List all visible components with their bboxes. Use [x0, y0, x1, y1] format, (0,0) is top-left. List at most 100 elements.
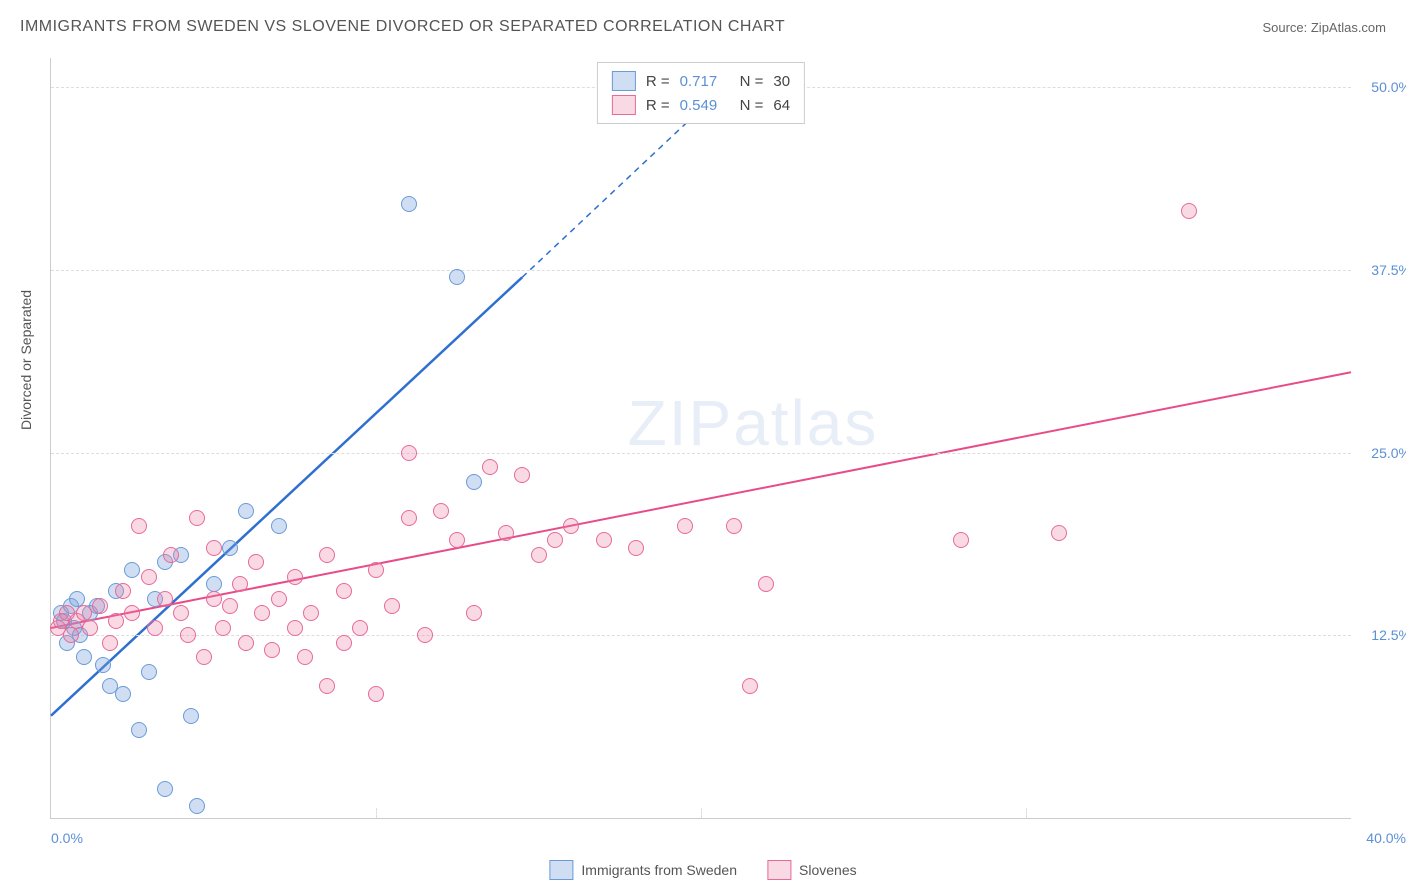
- legend-swatch: [612, 95, 636, 115]
- scatter-point: [466, 474, 482, 490]
- scatter-point: [189, 798, 205, 814]
- y-tick-label: 25.0%: [1356, 445, 1406, 461]
- scatter-point: [547, 532, 563, 548]
- scatter-point: [63, 627, 79, 643]
- scatter-point: [287, 620, 303, 636]
- chart-plot-area: ZIPatlas R =0.717N =30R =0.549N =64 12.5…: [50, 58, 1351, 819]
- scatter-point: [76, 605, 92, 621]
- scatter-point: [498, 525, 514, 541]
- scatter-point: [271, 518, 287, 534]
- scatter-point: [384, 598, 400, 614]
- scatter-point: [287, 569, 303, 585]
- scatter-point: [157, 781, 173, 797]
- scatter-point: [131, 518, 147, 534]
- scatter-point: [297, 649, 313, 665]
- scatter-point: [628, 540, 644, 556]
- series-legend-item: Immigrants from Sweden: [549, 860, 737, 880]
- scatter-point: [1181, 203, 1197, 219]
- source-prefix: Source:: [1262, 20, 1310, 35]
- scatter-point: [319, 678, 335, 694]
- scatter-point: [271, 591, 287, 607]
- scatter-point: [336, 583, 352, 599]
- legend-swatch: [612, 71, 636, 91]
- legend-r-value: 0.549: [680, 97, 730, 114]
- scatter-point: [596, 532, 612, 548]
- scatter-point: [189, 510, 205, 526]
- scatter-point: [163, 547, 179, 563]
- scatter-point: [368, 686, 384, 702]
- series-name: Slovenes: [799, 862, 857, 878]
- legend-swatch: [549, 860, 573, 880]
- scatter-point: [215, 620, 231, 636]
- series-name: Immigrants from Sweden: [581, 862, 737, 878]
- scatter-point: [401, 510, 417, 526]
- series-legend: Immigrants from Sweden Slovenes: [549, 860, 856, 880]
- y-axis-label: Divorced or Separated: [18, 290, 34, 430]
- scatter-point: [742, 678, 758, 694]
- scatter-point: [677, 518, 693, 534]
- scatter-point: [466, 605, 482, 621]
- scatter-point: [206, 576, 222, 592]
- scatter-point: [180, 627, 196, 643]
- scatter-point: [514, 467, 530, 483]
- legend-n-label: N =: [740, 97, 764, 114]
- legend-r-value: 0.717: [680, 73, 730, 90]
- x-tick-label: 40.0%: [1366, 830, 1406, 846]
- scatter-point: [82, 620, 98, 636]
- scatter-point: [433, 503, 449, 519]
- scatter-point: [352, 620, 368, 636]
- scatter-point: [124, 605, 140, 621]
- scatter-point: [141, 569, 157, 585]
- scatter-point: [92, 598, 108, 614]
- scatter-point: [222, 540, 238, 556]
- scatter-point: [238, 503, 254, 519]
- chart-title: IMMIGRANTS FROM SWEDEN VS SLOVENE DIVORC…: [20, 18, 785, 36]
- correlation-legend: R =0.717N =30R =0.549N =64: [597, 62, 805, 124]
- scatter-point: [196, 649, 212, 665]
- y-tick-label: 50.0%: [1356, 79, 1406, 95]
- scatter-point: [232, 576, 248, 592]
- scatter-point: [115, 686, 131, 702]
- scatter-point: [482, 459, 498, 475]
- source-link[interactable]: ZipAtlas.com: [1311, 20, 1386, 35]
- scatter-point: [95, 657, 111, 673]
- scatter-point: [69, 591, 85, 607]
- scatter-point: [102, 635, 118, 651]
- y-tick-label: 37.5%: [1356, 262, 1406, 278]
- scatter-point: [303, 605, 319, 621]
- scatter-point: [173, 605, 189, 621]
- scatter-point: [319, 547, 335, 563]
- scatter-point: [254, 605, 270, 621]
- scatter-point: [115, 583, 131, 599]
- scatter-point: [417, 627, 433, 643]
- series-legend-item: Slovenes: [767, 860, 857, 880]
- scatter-point: [141, 664, 157, 680]
- scatter-point: [157, 591, 173, 607]
- y-tick-label: 12.5%: [1356, 627, 1406, 643]
- scatter-point: [206, 591, 222, 607]
- scatter-point: [953, 532, 969, 548]
- scatter-point: [449, 532, 465, 548]
- legend-swatch: [767, 860, 791, 880]
- scatter-point: [183, 708, 199, 724]
- scatter-point: [726, 518, 742, 534]
- scatter-point: [401, 445, 417, 461]
- scatter-point: [248, 554, 264, 570]
- scatter-point: [124, 562, 140, 578]
- legend-r-label: R =: [646, 97, 670, 114]
- legend-r-label: R =: [646, 73, 670, 90]
- source-attribution: Source: ZipAtlas.com: [1262, 20, 1386, 35]
- scatter-point: [401, 196, 417, 212]
- legend-n-label: N =: [740, 73, 764, 90]
- scatter-point: [238, 635, 254, 651]
- scatter-point: [206, 540, 222, 556]
- scatter-point: [449, 269, 465, 285]
- scatter-point: [758, 576, 774, 592]
- scatter-point: [563, 518, 579, 534]
- scatter-point: [264, 642, 280, 658]
- legend-row: R =0.717N =30: [612, 69, 790, 93]
- scatter-point: [1051, 525, 1067, 541]
- legend-n-value: 64: [773, 97, 790, 114]
- scatter-point: [147, 620, 163, 636]
- scatter-point: [368, 562, 384, 578]
